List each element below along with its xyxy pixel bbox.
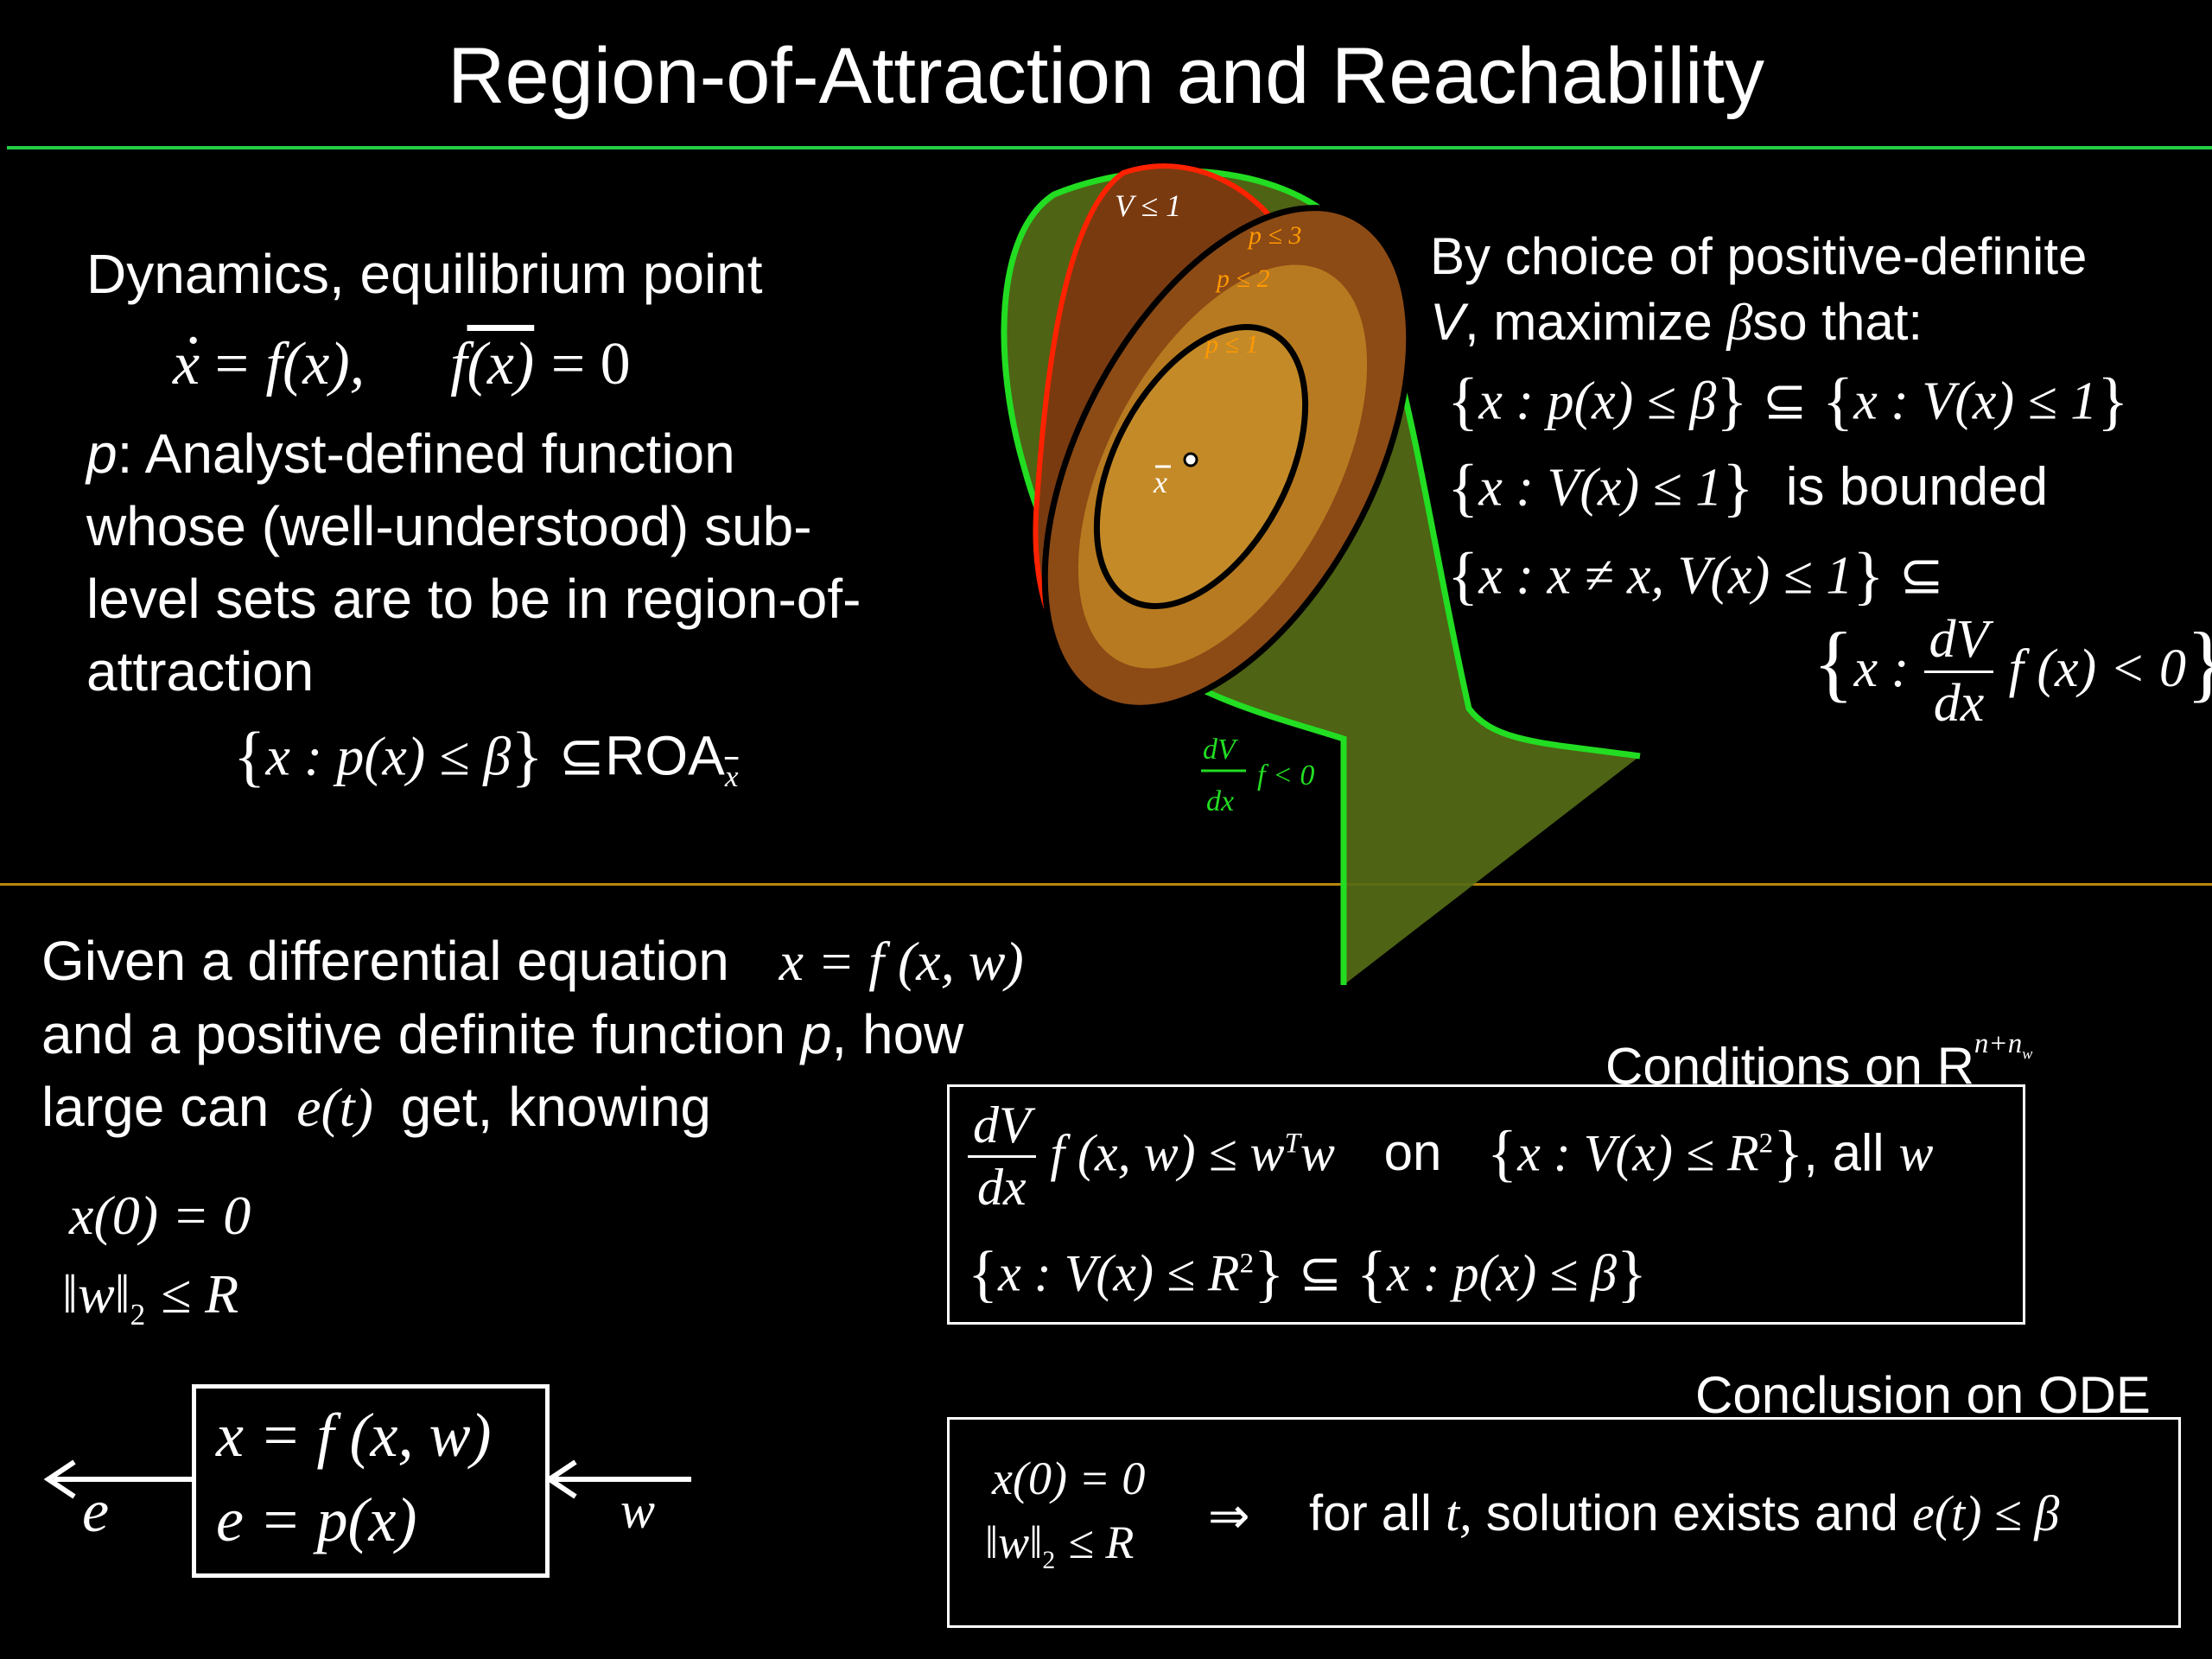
xdot-var: x ·	[173, 308, 204, 397]
condition-2: {x : V(x) ≤ 1} is bounded	[1447, 452, 2049, 524]
equilibrium-point	[1183, 452, 1198, 467]
cond4-f: f (x) < 0	[2008, 639, 2186, 698]
beta-var: β	[1726, 294, 1753, 351]
cond1-left: x : p(x) ≤ β	[1478, 372, 1717, 431]
maximize-text: , maximize	[1465, 293, 1713, 351]
cond3-set: x : x ≠ x, V(x) ≤ 1	[1478, 546, 1853, 606]
zero-value: = 0	[550, 331, 631, 397]
p-description-line1: p: Analyst-defined function	[86, 422, 735, 486]
roa-text: ROA	[605, 724, 725, 787]
p-description-line3: level sets are to be in region-of-	[86, 568, 861, 630]
equals-sign: =	[214, 331, 250, 397]
given-initial: x(0) = 0	[69, 1185, 251, 1246]
block-eq2: e = p(x)	[216, 1485, 417, 1554]
p-var: p	[86, 423, 118, 485]
question-text2: and a positive definite function	[41, 1003, 786, 1065]
output-label: e	[82, 1478, 110, 1545]
on-text: on	[1383, 1123, 1442, 1182]
subset-sign: ⊆	[558, 725, 606, 787]
condition-3: {x : x ≠ x, V(x) ≤ 1} ⊆	[1447, 540, 1944, 612]
f-var-2: f	[450, 331, 467, 397]
et-bound: e(t) ≤ β	[1912, 1485, 2060, 1541]
p3-label: p ≤ 3	[1247, 221, 1301, 250]
block-eq1: x = f (x, w)	[216, 1401, 492, 1470]
q2-p-var: p	[800, 1003, 832, 1065]
dx-label: dx	[1206, 785, 1234, 817]
all-w: w	[1898, 1124, 1934, 1182]
input-arrowhead	[544, 1459, 577, 1499]
cond-ineq-w: w	[1300, 1124, 1335, 1182]
output-arrowhead	[43, 1459, 76, 1499]
p-description-line2: whose (well-understood) sub-	[86, 495, 812, 557]
cond-set2-left: x : V(x) ≤ R	[998, 1244, 1240, 1302]
p-description-line4: attraction	[86, 640, 315, 702]
norm-w: w	[77, 1263, 115, 1325]
cond4-fraction: dV dx	[1923, 609, 1994, 734]
cond-ineq: f (x, w) ≤ w	[1050, 1124, 1285, 1182]
f-var: f	[265, 331, 283, 397]
p1-label: p ≤ 1	[1204, 330, 1258, 359]
xbar-arg: (x)	[467, 331, 535, 397]
cond-fraction: dV dx	[968, 1096, 1036, 1217]
cond-set2-right: x : p(x) ≤ β	[1386, 1244, 1617, 1302]
xbar-label: x	[1153, 465, 1167, 499]
f-label: f < 0	[1257, 760, 1314, 791]
roa-set: x : p(x) ≤ β	[265, 725, 512, 787]
section-rule	[0, 883, 2212, 886]
norm-sub: 2	[130, 1297, 146, 1332]
cond-set1: x : V(x) ≤ R	[1517, 1124, 1759, 1182]
p-text1: : Analyst-defined function	[117, 423, 735, 485]
for-all-text: for all	[1309, 1485, 1432, 1541]
roa-condition: {x : p(x) ≤ β} ⊆ROAx	[233, 718, 739, 794]
system-block	[192, 1384, 550, 1578]
q3-e-var: e(t)	[296, 1077, 373, 1138]
input-label: w	[620, 1482, 656, 1539]
cond2-set: x : V(x) ≤ 1	[1478, 458, 1723, 518]
norm-rest: ≤ R	[161, 1263, 239, 1325]
v-label: V ≤ 1	[1115, 188, 1181, 223]
all-text: , all	[1803, 1123, 1885, 1182]
condition-1: {x : p(x) ≤ β} ⊆ {x : V(x) ≤ 1}	[1447, 365, 2129, 437]
solution-text: solution exists and	[1485, 1485, 1898, 1541]
roa-sub: x	[724, 760, 739, 794]
dv-label: dV	[1203, 734, 1239, 766]
cond4-x: x :	[1853, 639, 1910, 698]
x-arg: (x),	[282, 331, 365, 397]
question-text2b: , how	[831, 1003, 964, 1065]
p-level-1	[1093, 324, 1309, 609]
question-text1: Given a differential equation	[41, 930, 729, 992]
conditions-box	[947, 1084, 2025, 1325]
conclusion-box	[947, 1417, 2181, 1628]
t-var: t,	[1445, 1485, 1472, 1541]
implies-sign: ⇒	[1208, 1488, 1250, 1544]
question-line3: large can e(t) get, knowing	[41, 1075, 711, 1140]
choice-line2: V, maximize βso that:	[1430, 292, 1923, 353]
given-norm: ‖w‖2 ≤ R	[62, 1263, 239, 1332]
question-text3b: get, knowing	[400, 1076, 711, 1138]
slide-title: Region-of-Attraction and Reachability	[448, 32, 1764, 120]
question-line1: Given a differential equation x = f (x, …	[41, 929, 1024, 994]
conclusion-statement: for all t, solution exists and e(t) ≤ β	[1309, 1484, 2059, 1542]
conditions-row1: dV dx f (x, w) ≤ wTw on {x : V(x) ≤ R2}, …	[968, 1096, 1933, 1217]
conditions-row2: {x : V(x) ≤ R2} ⊆ {x : p(x) ≤ β}	[968, 1238, 1648, 1308]
p2-label: p ≤ 2	[1215, 264, 1269, 293]
conclusion-initial: x(0) = 0	[992, 1452, 1146, 1504]
dynamics-heading: Dynamics, equilibrium point	[86, 243, 763, 305]
cond1-right: x : V(x) ≤ 1	[1853, 372, 2098, 431]
choice-line1: By choice of positive-definite	[1430, 227, 2088, 285]
title-rule	[7, 146, 2212, 149]
v-var: V	[1430, 293, 1465, 351]
so-that-text: so that:	[1752, 293, 1923, 351]
bounded-text: is bounded	[1785, 457, 2049, 518]
conclusion-label: Conclusion on ODE	[1695, 1366, 2151, 1424]
question-eq: x = f (x, w)	[779, 931, 1024, 992]
conclusion-norm: ‖w‖2 ≤ R	[985, 1516, 1135, 1574]
dynamics-equation: x · = f(x), f(x) = 0	[173, 308, 631, 399]
question-line2: and a positive definite function p, how	[41, 1002, 963, 1066]
question-text3: large can	[41, 1076, 270, 1138]
